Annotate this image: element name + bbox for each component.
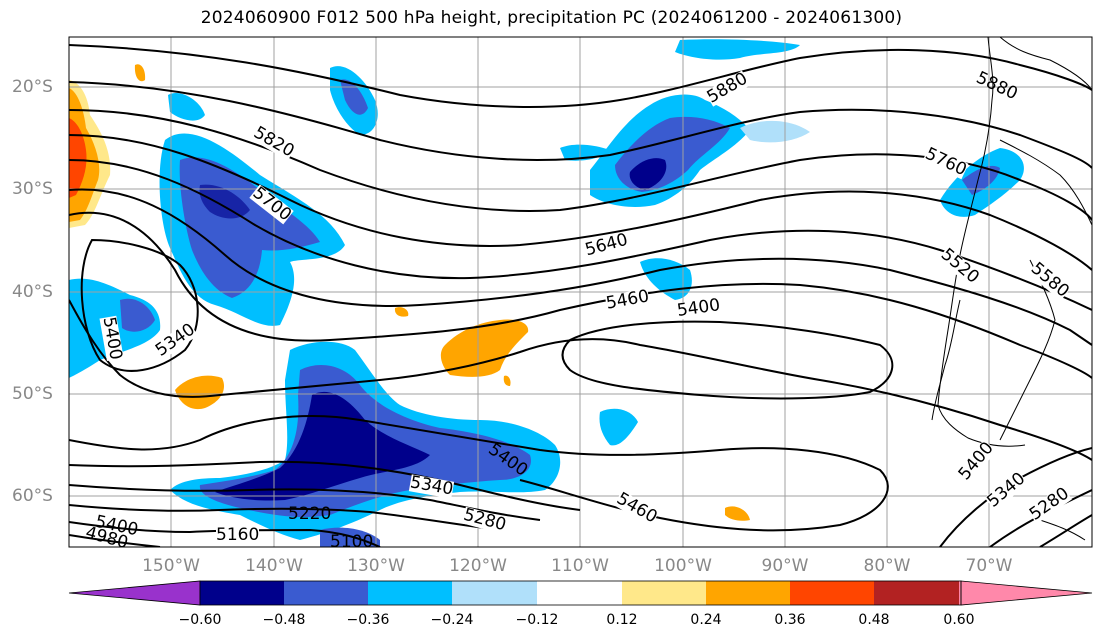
lon-label: 140°W <box>245 556 303 576</box>
colorbar-tick-label: −0.24 <box>430 612 474 628</box>
colorbar-tick-label: 0.12 <box>606 612 638 628</box>
lon-label: 70°W <box>965 556 1013 576</box>
lon-label: 110°W <box>551 556 609 576</box>
contour-label: 5160 <box>216 525 260 545</box>
height-contours <box>69 44 1092 547</box>
contour-label: 5100 <box>330 532 374 552</box>
lon-label: 120°W <box>449 556 507 576</box>
map-title: 2024060900 F012 500 hPa height, precipit… <box>200 8 903 28</box>
lon-label: 90°W <box>761 556 809 576</box>
lat-label: 50°S <box>12 384 53 404</box>
colorbar-tick-label: −0.48 <box>262 612 306 628</box>
colorbar-tick-label: −0.60 <box>178 612 222 628</box>
colorbar-tick-label: 0.48 <box>858 612 890 628</box>
lat-label: 20°S <box>12 77 53 97</box>
colorbar-tick-label: 0.24 <box>690 612 722 628</box>
colorbar-tick-label: 0.60 <box>943 612 975 628</box>
plot-border <box>68 36 1093 548</box>
colorbar <box>68 580 1093 606</box>
lon-label: 80°W <box>863 556 911 576</box>
colorbar-max-extension <box>960 580 1093 606</box>
colorbar-min-extension <box>68 580 201 606</box>
plot-area <box>69 37 1092 547</box>
precip-negative-shading <box>69 39 1024 547</box>
lon-label: 100°W <box>654 556 712 576</box>
colorbar-tick-label: 0.36 <box>774 612 806 628</box>
coastline <box>931 37 1092 541</box>
lon-label: 130°W <box>347 556 405 576</box>
lat-label: 30°S <box>12 179 53 199</box>
lon-label: 150°W <box>142 556 200 576</box>
colorbar-tick-label: −0.36 <box>346 612 390 628</box>
lat-label: 40°S <box>12 282 53 302</box>
colorbar-tick-label: −0.12 <box>515 612 559 628</box>
lat-label: 60°S <box>12 486 53 506</box>
contour-label: 5220 <box>288 504 332 524</box>
